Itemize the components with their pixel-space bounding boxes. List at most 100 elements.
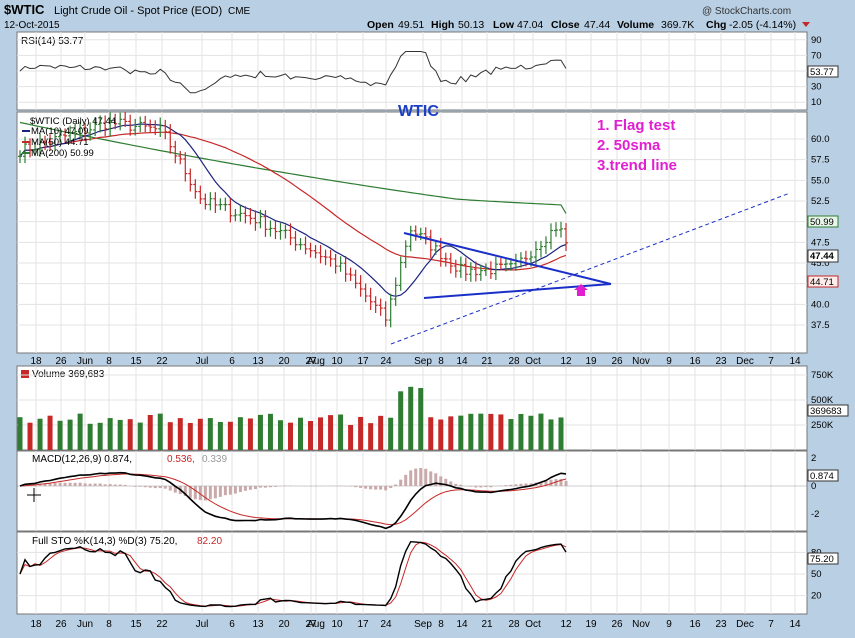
price-bar [273, 220, 278, 240]
volume-bar [498, 414, 504, 450]
volume-bar [298, 417, 304, 450]
price-bar [178, 150, 183, 165]
x-tick-label: Nov [632, 619, 650, 630]
price-bar [158, 117, 163, 138]
macd-hist-bar [529, 483, 533, 486]
rsi-tag-value: 53.77 [810, 67, 834, 78]
macd-hist-bar [123, 484, 127, 486]
macd-legend-signal: 0.536, [167, 454, 195, 465]
macd-hist-bar [384, 486, 388, 491]
volume-bar [47, 415, 53, 450]
price-legend-ma200: MA(200) 50.99 [31, 148, 94, 159]
volume-bar [388, 417, 394, 450]
macd-hist-bar [399, 479, 403, 486]
price-bar [238, 205, 243, 222]
ohlc-bar: Open 49.51 High 50.13 Low 47.04 Close 47… [367, 19, 810, 31]
price-bar [293, 230, 298, 251]
price-bar [333, 253, 338, 274]
price-bar [343, 256, 348, 282]
high-label: High [431, 19, 454, 31]
price-panel [16, 111, 808, 354]
price-y-axis: 60.057.555.052.550.047.545.042.540.037.5 [17, 134, 830, 331]
sto-panel [16, 531, 808, 615]
price-bar [183, 152, 188, 182]
x-tick-label: Aug [307, 619, 325, 630]
rsi-legend: RSI(14) 53.77 [21, 36, 84, 47]
sto-tag-value: 75.20 [810, 554, 834, 565]
x-tick-label: 26 [611, 619, 623, 630]
volume-bar [227, 421, 233, 450]
macd-hist-bar [268, 486, 272, 488]
price-bar [283, 224, 288, 239]
macd-hist-bar [273, 486, 277, 487]
price-bar [58, 129, 63, 143]
volume-bar [528, 415, 534, 450]
x-tick-label: 9 [666, 356, 672, 367]
close-label: Close [551, 19, 580, 31]
volume-bar [257, 414, 263, 450]
price-bar [193, 179, 198, 199]
x-tick-label: Sep [414, 356, 432, 367]
volume-tag-value: 369683 [810, 406, 842, 417]
macd-legend-main: MACD(12,26,9) 0.874, [32, 454, 132, 465]
macd-hist-bar [103, 484, 107, 486]
macd-hist-bar [38, 483, 42, 486]
sto-legend-main: Full STO %K(14,3) %D(3) 75.20, [32, 536, 177, 547]
macd-hist-bar [228, 486, 232, 495]
volume-bar [488, 413, 494, 450]
price-bar [33, 141, 38, 155]
volume-bar [478, 413, 484, 450]
price-bar [68, 125, 73, 142]
macd-legend: MACD(12,26,9) 0.874, 0.536, 0.339 [32, 454, 227, 465]
volume-bar [328, 415, 334, 450]
price-bar [258, 209, 263, 229]
price-bars [18, 111, 568, 328]
macd-hist-bar [439, 476, 443, 486]
y-tick-label: 70 [811, 50, 822, 61]
rsi-tag: 53.77 [807, 65, 839, 78]
price-bar [448, 252, 453, 274]
volume-bar [27, 422, 33, 450]
x-tick-label: 14 [789, 356, 801, 367]
x-tick-label: 14 [789, 619, 801, 630]
macd-hist-bar [424, 468, 428, 486]
volume-bar [77, 413, 83, 450]
macd-hist-bar [193, 486, 197, 500]
price-bar [328, 249, 333, 267]
rsi-y-axis: 9070503010 [17, 35, 822, 108]
macd-hist-bar [43, 483, 47, 486]
macd-hist-bar [48, 483, 52, 486]
volume-bar [378, 415, 384, 450]
volume-bar [197, 418, 203, 450]
symbol-title: $WTIC [4, 2, 45, 17]
macd-hist-bar [258, 486, 262, 488]
note-2: 2. 50sma [597, 137, 661, 154]
x-tick-label: 13 [252, 619, 264, 630]
x-tick-label: Dec [736, 619, 754, 630]
y-tick-label: 52.5 [811, 196, 830, 207]
price-bar [233, 208, 238, 222]
volume-bar [167, 422, 173, 450]
price-bar [428, 229, 433, 259]
price-bar [108, 112, 113, 137]
sto-legend: Full STO %K(14,3) %D(3) 75.20, 82.20 [32, 536, 222, 547]
price-bar [228, 198, 233, 223]
macd-hist-bar [554, 479, 558, 486]
x-tick-label: 17 [357, 356, 369, 367]
x-tick-label: 9 [666, 619, 672, 630]
x-tick-label: Aug [307, 356, 325, 367]
macd-line [19, 471, 567, 530]
price-bar [318, 244, 323, 264]
note-1: 1. Flag test [597, 117, 675, 134]
price-bar [408, 225, 413, 252]
macd-hist-bar [434, 473, 438, 486]
price-bar [558, 221, 563, 238]
x-tick-label: 21 [481, 356, 493, 367]
x-tick-label: 22 [156, 619, 168, 630]
low-value: 47.04 [517, 19, 543, 31]
volume-bar [237, 417, 243, 450]
macd-hist-bar [113, 484, 117, 486]
price-bar [143, 115, 148, 132]
price-bar [323, 249, 328, 266]
